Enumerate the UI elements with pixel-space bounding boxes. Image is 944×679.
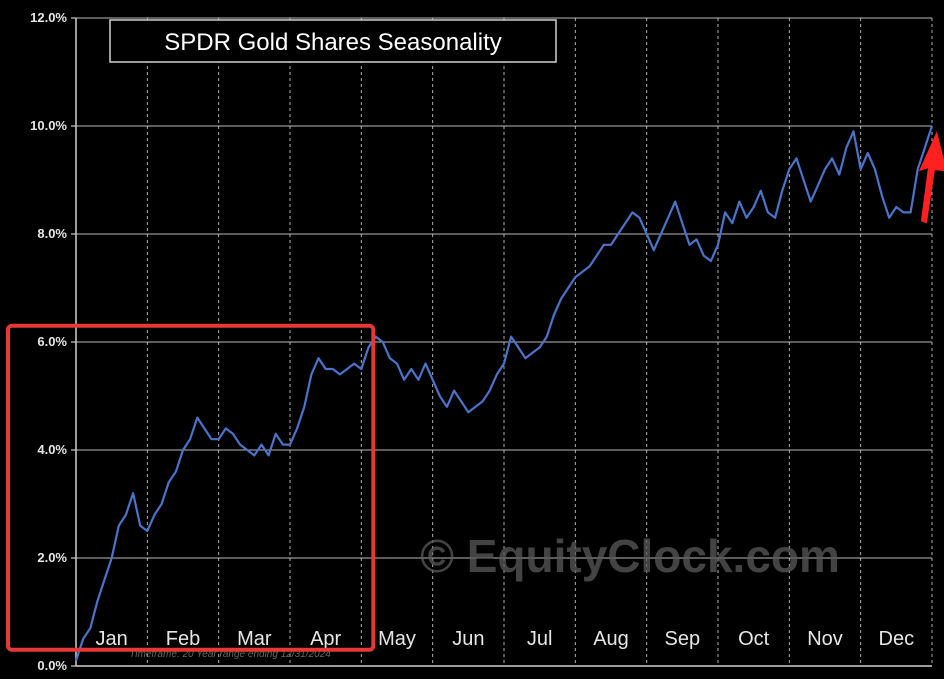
- month-label: Mar: [237, 628, 272, 650]
- month-label: Jan: [96, 628, 128, 650]
- month-label: Oct: [738, 628, 770, 650]
- y-tick-label: 0.0%: [37, 658, 67, 673]
- arrow-annotation: [918, 131, 944, 224]
- chart-title-box: SPDR Gold Shares Seasonality: [109, 19, 557, 63]
- y-tick-label: 6.0%: [37, 334, 67, 349]
- highlight-box: [6, 323, 376, 652]
- month-label: Apr: [310, 628, 341, 650]
- y-tick-label: 2.0%: [37, 550, 67, 565]
- x-axis-months: Jan Feb Mar Apr May Jun Jul Aug Sep Oct Nov Dec: [96, 628, 915, 650]
- grid-layer: [71, 17, 933, 667]
- footer-note: Timeframe: 20 Year range ending 12/31/20…: [129, 649, 331, 660]
- month-label: Feb: [166, 628, 200, 650]
- watermark-text: © EquityClock.com: [420, 530, 840, 582]
- month-label: Jun: [452, 628, 484, 650]
- y-tick-label: 12.0%: [30, 10, 67, 25]
- chart-title: SPDR Gold Shares Seasonality: [164, 29, 502, 56]
- month-label: Dec: [879, 628, 915, 650]
- series-line: [74, 125, 934, 661]
- y-tick-label: 8.0%: [37, 226, 67, 241]
- month-label: Jul: [527, 628, 553, 650]
- title-frame: [109, 19, 557, 63]
- y-tick-label: 4.0%: [37, 442, 67, 457]
- month-label: Sep: [665, 628, 701, 650]
- y-axis-ticks: 0.0% 2.0% 4.0% 6.0% 8.0% 10.0% 12.0%: [30, 10, 67, 673]
- y-tick-label: 10.0%: [30, 118, 67, 133]
- month-label: Nov: [807, 628, 843, 650]
- month-label: Aug: [593, 628, 629, 650]
- month-label: May: [378, 628, 416, 650]
